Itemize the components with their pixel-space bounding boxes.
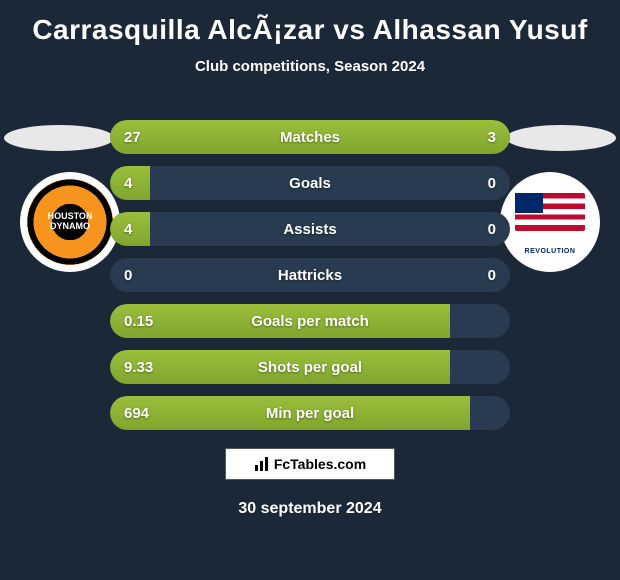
revolution-icon: REVOLUTION bbox=[507, 179, 593, 265]
stat-label: Hattricks bbox=[110, 258, 510, 292]
stat-label: Shots per goal bbox=[110, 350, 510, 384]
stat-value-right: 0 bbox=[488, 212, 496, 246]
player-left-placeholder bbox=[4, 125, 114, 151]
stat-row: Goals4 0 bbox=[110, 166, 510, 200]
page-title: Carrasquilla AlcÃ¡zar vs Alhassan Yusuf bbox=[0, 0, 620, 46]
player-right-placeholder bbox=[506, 125, 616, 151]
stat-row: Hattricks0 0 bbox=[110, 258, 510, 292]
stat-value-right: 3 bbox=[488, 120, 496, 154]
stat-value-left: 27 bbox=[124, 120, 141, 154]
stat-row: Min per goal694 bbox=[110, 396, 510, 430]
brand-label: FcTables.com bbox=[274, 456, 366, 472]
stat-row: Matches27 3 bbox=[110, 120, 510, 154]
stat-label: Matches bbox=[110, 120, 510, 154]
club-logo-left: HOUSTONDYNAMO bbox=[20, 172, 120, 272]
stat-value-right: 0 bbox=[488, 258, 496, 292]
stats-container: Matches273Goals40Assists40Hattricks00Goa… bbox=[110, 120, 510, 442]
stat-value-right: 0 bbox=[488, 166, 496, 200]
bar-chart-icon bbox=[254, 456, 270, 472]
stat-label: Goals per match bbox=[110, 304, 510, 338]
stat-row: Goals per match0.15 bbox=[110, 304, 510, 338]
brand-box: FcTables.com bbox=[225, 448, 395, 480]
stat-label: Assists bbox=[110, 212, 510, 246]
dynamo-icon: HOUSTONDYNAMO bbox=[27, 179, 113, 265]
date-label: 30 september 2024 bbox=[0, 500, 620, 518]
stat-value-left: 0 bbox=[124, 258, 132, 292]
stat-row: Assists4 0 bbox=[110, 212, 510, 246]
stat-value-left: 9.33 bbox=[124, 350, 153, 384]
stat-value-left: 0.15 bbox=[124, 304, 153, 338]
stat-row: Shots per goal9.33 bbox=[110, 350, 510, 384]
stat-value-left: 4 bbox=[124, 166, 132, 200]
stat-value-left: 4 bbox=[124, 212, 132, 246]
stat-value-left: 694 bbox=[124, 396, 149, 430]
club-logo-right: REVOLUTION bbox=[500, 172, 600, 272]
stat-label: Min per goal bbox=[110, 396, 510, 430]
stat-label: Goals bbox=[110, 166, 510, 200]
subtitle: Club competitions, Season 2024 bbox=[0, 58, 620, 75]
